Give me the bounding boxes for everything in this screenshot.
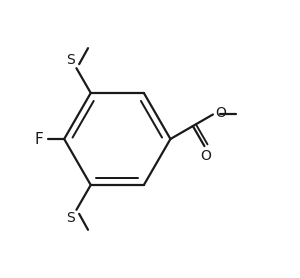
- Text: F: F: [34, 131, 43, 147]
- Text: S: S: [66, 53, 75, 67]
- Text: O: O: [200, 149, 211, 163]
- Text: S: S: [66, 211, 75, 225]
- Text: O: O: [215, 106, 226, 120]
